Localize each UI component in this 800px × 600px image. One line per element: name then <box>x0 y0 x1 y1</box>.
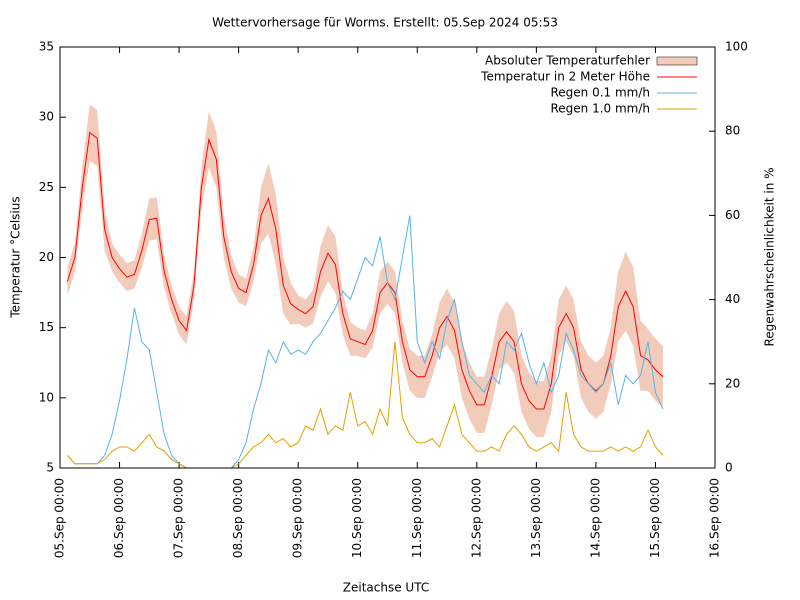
x-tick-label: 05.Sep 00:00 <box>53 478 67 558</box>
x-tick-label: 10.Sep 00:00 <box>350 478 364 558</box>
y2-tick-label: 0 <box>725 461 733 475</box>
x-tick-label: 08.Sep 00:00 <box>231 478 245 558</box>
y-tick-label: 5 <box>46 461 54 475</box>
y2-tick-label: 20 <box>725 376 740 390</box>
y-tick-label: 25 <box>39 180 54 194</box>
chart-title: Wettervorhersage für Worms. Erstellt: 05… <box>212 16 558 30</box>
x-tick-label: 13.Sep 00:00 <box>529 478 543 558</box>
x-tick-label: 12.Sep 00:00 <box>469 478 483 558</box>
y-tick-label: 20 <box>39 250 54 264</box>
legend-label: Absoluter Temperaturfehler <box>485 54 650 68</box>
error-band <box>67 104 663 438</box>
legend-swatch <box>656 56 698 66</box>
legend-label: Regen 1.0 mm/h <box>550 102 650 116</box>
y-tick-label: 10 <box>39 390 54 404</box>
plot-frame <box>59 46 716 469</box>
x-axis-label: Zeitachse UTC <box>343 581 429 595</box>
legend-label: Regen 0.1 mm/h <box>550 86 650 100</box>
x-tick-label: 06.Sep 00:00 <box>112 478 126 558</box>
legend-label: Temperatur in 2 Meter Höhe <box>480 70 650 84</box>
y2-tick-label: 60 <box>725 208 740 222</box>
x-tick-label: 15.Sep 00:00 <box>648 478 662 558</box>
y2-tick-label: 100 <box>725 40 748 54</box>
y2-tick-label: 40 <box>725 292 740 306</box>
x-tick-label: 09.Sep 00:00 <box>291 478 305 558</box>
y-axis-label: Temperatur °Celsius <box>9 196 23 318</box>
series-line <box>66 131 664 410</box>
x-tick-label: 16.Sep 00:00 <box>708 478 722 558</box>
x-tick-label: 14.Sep 00:00 <box>588 478 602 558</box>
y2-axis-label: Regenwahrscheinlichkeit in % <box>763 167 777 346</box>
y2-tick-label: 80 <box>725 124 740 138</box>
series-line <box>67 215 664 469</box>
series-line <box>67 341 664 469</box>
y-tick-label: 15 <box>39 320 54 334</box>
x-tick-label: 07.Sep 00:00 <box>172 478 186 558</box>
y-tick-label: 35 <box>39 40 54 54</box>
x-tick-label: 11.Sep 00:00 <box>410 478 424 558</box>
y-tick-label: 30 <box>39 110 54 124</box>
